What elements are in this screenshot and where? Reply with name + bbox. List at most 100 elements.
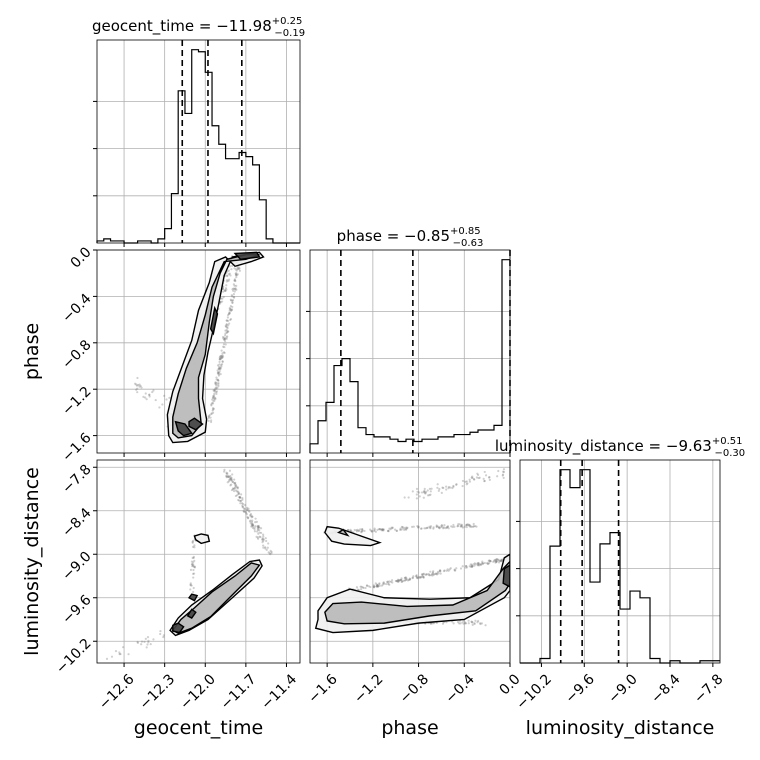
- sample-point: [143, 640, 146, 643]
- sample-point: [245, 512, 248, 515]
- sample-point: [225, 328, 228, 332]
- sample-point: [233, 482, 236, 485]
- sample-point: [246, 517, 250, 520]
- sample-point: [211, 396, 214, 400]
- sample-point: [252, 524, 255, 527]
- sample-point: [405, 578, 408, 581]
- sample-point: [140, 640, 144, 643]
- sample-point: [438, 569, 442, 572]
- histogram-panel-geocent_time: geocent_time = −11.98+0.25 −0.19: [92, 16, 305, 247]
- sample-point: [412, 575, 415, 578]
- sample-point: [383, 582, 386, 585]
- sample-point: [465, 565, 468, 568]
- sample-point: [365, 584, 369, 587]
- sample-point: [494, 559, 498, 562]
- sample-point: [243, 508, 246, 511]
- sample-point: [477, 564, 480, 567]
- x-tick-label: −1.6: [305, 671, 340, 706]
- sample-point: [373, 585, 376, 588]
- sample-point: [146, 635, 150, 639]
- sample-point: [235, 288, 238, 291]
- sample-point: [407, 496, 410, 499]
- x-tick-label: −10.2: [513, 671, 555, 713]
- sample-point: [210, 403, 213, 406]
- sample-point: [391, 527, 394, 530]
- panel-frame: [309, 459, 511, 664]
- sample-point: [480, 622, 483, 625]
- sample-point: [419, 576, 422, 579]
- sample-point: [495, 560, 498, 563]
- sample-point: [471, 564, 474, 568]
- sample-point: [396, 580, 399, 583]
- sample-point: [415, 493, 418, 496]
- sample-point: [439, 526, 443, 529]
- sample-point: [494, 558, 497, 561]
- sample-point: [437, 489, 440, 492]
- sample-point: [148, 393, 151, 397]
- sample-point: [381, 528, 385, 531]
- sample-point: [250, 515, 253, 518]
- sample-point: [214, 381, 217, 384]
- sample-point: [256, 536, 259, 539]
- sample-point: [403, 576, 406, 580]
- sample-point: [422, 572, 425, 576]
- sample-point: [472, 522, 475, 526]
- sample-point: [215, 381, 218, 385]
- sample-point: [355, 529, 358, 532]
- sample-point: [233, 487, 236, 490]
- sample-point: [223, 288, 227, 292]
- sample-point: [234, 481, 237, 484]
- sample-point: [459, 525, 462, 528]
- sample-point: [422, 575, 425, 579]
- sample-point: [218, 366, 221, 370]
- sample-point: [357, 529, 360, 532]
- sample-point: [466, 523, 469, 526]
- sample-point: [225, 319, 229, 322]
- sample-point: [468, 523, 471, 527]
- sample-point: [465, 523, 469, 527]
- sample-point: [416, 577, 419, 580]
- sample-point: [249, 513, 253, 516]
- sample-point: [416, 576, 419, 579]
- sample-point: [192, 539, 195, 542]
- sample-point: [428, 494, 431, 497]
- sample-point: [212, 395, 216, 399]
- sample-point: [215, 390, 219, 393]
- sample-point: [225, 323, 228, 326]
- sample-point: [228, 312, 231, 315]
- sample-point: [470, 525, 473, 529]
- sample-point: [478, 476, 481, 479]
- sample-point: [251, 524, 255, 528]
- sample-point: [192, 576, 195, 579]
- sample-point: [193, 544, 196, 547]
- sample-point: [374, 530, 377, 533]
- sample-point: [232, 293, 235, 296]
- sample-point: [479, 622, 482, 625]
- sample-point: [441, 622, 445, 625]
- sample-point: [394, 579, 397, 583]
- sample-point: [236, 267, 239, 270]
- sample-point: [147, 641, 150, 644]
- sample-point: [360, 585, 363, 589]
- sample-point: [191, 556, 194, 559]
- sample-point: [432, 526, 435, 529]
- sample-point: [223, 345, 226, 349]
- sample-point: [431, 572, 434, 575]
- sample-point: [216, 378, 219, 381]
- sample-point: [213, 390, 216, 393]
- sample-point: [152, 389, 155, 392]
- sample-point: [497, 558, 500, 561]
- sample-point: [236, 267, 239, 271]
- sample-point: [349, 528, 352, 531]
- contour-inner: [209, 305, 219, 336]
- sample-point: [487, 562, 490, 566]
- sample-point: [225, 280, 228, 283]
- sample-point: [499, 560, 502, 563]
- sample-point: [161, 403, 164, 406]
- sample-point: [227, 480, 231, 483]
- sample-point: [409, 578, 412, 581]
- sample-point: [212, 411, 215, 414]
- sample-point: [234, 288, 237, 291]
- sample-point: [422, 575, 425, 579]
- sample-point: [232, 296, 236, 299]
